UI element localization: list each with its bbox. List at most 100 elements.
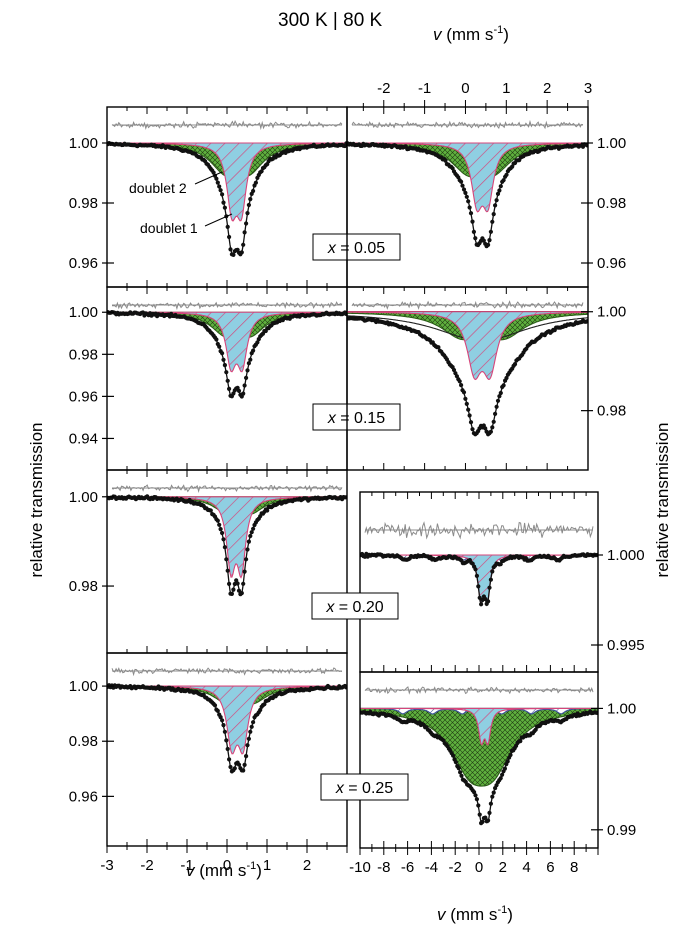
velocity-symbol: v <box>433 25 443 44</box>
data-point <box>491 790 496 795</box>
data-point <box>217 184 222 189</box>
panel-x020-80K: 1.000 0.995 x = 0.20 <box>311 491 645 673</box>
data-point <box>488 429 493 434</box>
data-point <box>225 224 230 229</box>
data-point <box>249 724 254 729</box>
data-point <box>476 584 481 589</box>
data-point <box>246 736 251 741</box>
data-point <box>459 383 464 388</box>
component-doublet-1-x015-300K <box>107 311 347 373</box>
data-point <box>221 200 226 205</box>
data-point <box>493 411 498 416</box>
residual-trace-x020-300K <box>111 484 343 493</box>
data-point <box>477 812 482 817</box>
data-point <box>497 394 502 399</box>
data-point <box>491 212 496 217</box>
data-point <box>460 183 465 188</box>
panel-frame-x015-80K <box>346 286 589 471</box>
x-tick-label: 2 <box>303 857 311 874</box>
velocity-unit-close: ) <box>507 905 513 924</box>
composition-label-box <box>311 592 399 620</box>
data-point <box>443 158 448 163</box>
data-point <box>235 581 240 586</box>
composition-label: x = 0.15 <box>327 410 385 427</box>
data-point <box>456 766 461 771</box>
data-point <box>224 738 229 743</box>
y-tick-label: 1.00 <box>69 678 98 695</box>
data-point <box>212 703 218 708</box>
data-point <box>221 537 226 542</box>
data-point <box>481 238 486 243</box>
y-tick-label: 1.00 <box>607 700 636 717</box>
data-point <box>468 420 474 425</box>
data-point <box>246 539 251 544</box>
data-point <box>344 495 347 500</box>
component-doublet-1-x025-80K <box>360 707 598 746</box>
data-point <box>245 547 250 552</box>
y-tick-label: 0.96 <box>597 255 626 272</box>
panel-frame-x005-300K <box>106 106 348 288</box>
residual-trace-x005-300K <box>111 119 343 131</box>
data-point <box>473 236 478 241</box>
y-tick-label: 0.98 <box>597 195 626 212</box>
data-point <box>244 754 249 759</box>
data-point <box>248 357 253 362</box>
data-point <box>244 557 249 562</box>
y-tick-label: 1.00 <box>597 304 626 321</box>
data-point <box>246 361 251 366</box>
data-point <box>227 386 232 391</box>
data-point <box>255 340 260 345</box>
doublet-2-annotation: doublet 2 <box>129 180 187 196</box>
data-point <box>498 184 503 189</box>
x-tick-label: 2 <box>543 80 551 97</box>
doublet-1-pointer <box>204 213 233 227</box>
data-point <box>490 794 495 799</box>
velocity-unit-close: ) <box>256 861 262 880</box>
data-point <box>472 790 477 795</box>
data-point <box>464 194 469 199</box>
y-tick-label: 1.00 <box>597 135 626 152</box>
data-point <box>220 530 225 536</box>
data-point <box>491 419 496 424</box>
data-point <box>221 723 226 728</box>
y-tick-label: 1.00 <box>69 304 98 321</box>
composition-label: x = 0.05 <box>327 240 385 257</box>
data-point <box>222 729 227 734</box>
y-tick-label: 0.96 <box>69 388 98 405</box>
data-point <box>487 585 492 590</box>
data-point <box>227 234 232 240</box>
data-point <box>232 766 237 771</box>
data-point <box>508 752 513 758</box>
x-tick-label: -2 <box>377 80 390 97</box>
data-point <box>463 396 468 401</box>
data-point <box>479 602 484 607</box>
data-point <box>486 599 491 604</box>
x-tick-label: 3 <box>584 80 592 97</box>
data-point <box>466 199 471 204</box>
x-tick-label: 0 <box>223 857 231 874</box>
x-tick-label: -1 <box>180 857 193 874</box>
composition-label-box <box>320 773 409 801</box>
composition-label: x = 0.25 <box>335 780 393 797</box>
data-point <box>236 762 242 767</box>
velocity-unit-exponent: -1 <box>497 904 507 916</box>
panel-x015-300K: 1.00 0.98 0.96 0.94 x = 0.15 <box>69 286 401 471</box>
data-point <box>466 407 471 412</box>
y-tick-label: 0.99 <box>607 822 636 839</box>
data-point <box>245 743 250 748</box>
bottom-left-velocity-axis-label: v (mm s-1) <box>186 860 262 880</box>
data-point <box>265 508 270 513</box>
x-tick-label: 0 <box>461 80 469 97</box>
data-point <box>451 367 457 373</box>
x-tick-label: -3 <box>100 857 113 874</box>
data-point <box>500 772 505 777</box>
data-point <box>239 250 244 255</box>
data-point <box>498 390 503 396</box>
data-point <box>459 179 464 184</box>
y-tick-label: 0.98 <box>597 403 626 420</box>
composition-symbol: x <box>325 599 335 616</box>
data-point <box>211 170 216 175</box>
composition-value: = 0.15 <box>336 410 385 427</box>
panel-x005-80K: 1.00 0.98 0.96 -2 -1 0 1 2 3 <box>346 80 626 288</box>
